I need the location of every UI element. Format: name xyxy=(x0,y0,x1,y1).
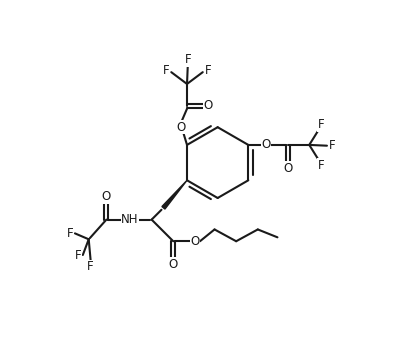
Text: F: F xyxy=(74,248,81,262)
Text: O: O xyxy=(169,257,178,271)
Text: NH: NH xyxy=(121,213,139,226)
Text: F: F xyxy=(205,64,211,77)
Text: F: F xyxy=(185,54,191,66)
Text: F: F xyxy=(67,227,73,240)
Text: O: O xyxy=(261,139,270,151)
Text: F: F xyxy=(88,260,94,273)
Text: O: O xyxy=(203,99,213,112)
Polygon shape xyxy=(162,180,187,209)
Text: F: F xyxy=(318,118,324,131)
Text: F: F xyxy=(163,64,169,77)
Text: O: O xyxy=(190,235,200,248)
Text: O: O xyxy=(283,162,292,175)
Text: F: F xyxy=(329,139,335,152)
Text: O: O xyxy=(177,121,186,134)
Text: O: O xyxy=(102,190,111,203)
Text: F: F xyxy=(318,159,324,172)
